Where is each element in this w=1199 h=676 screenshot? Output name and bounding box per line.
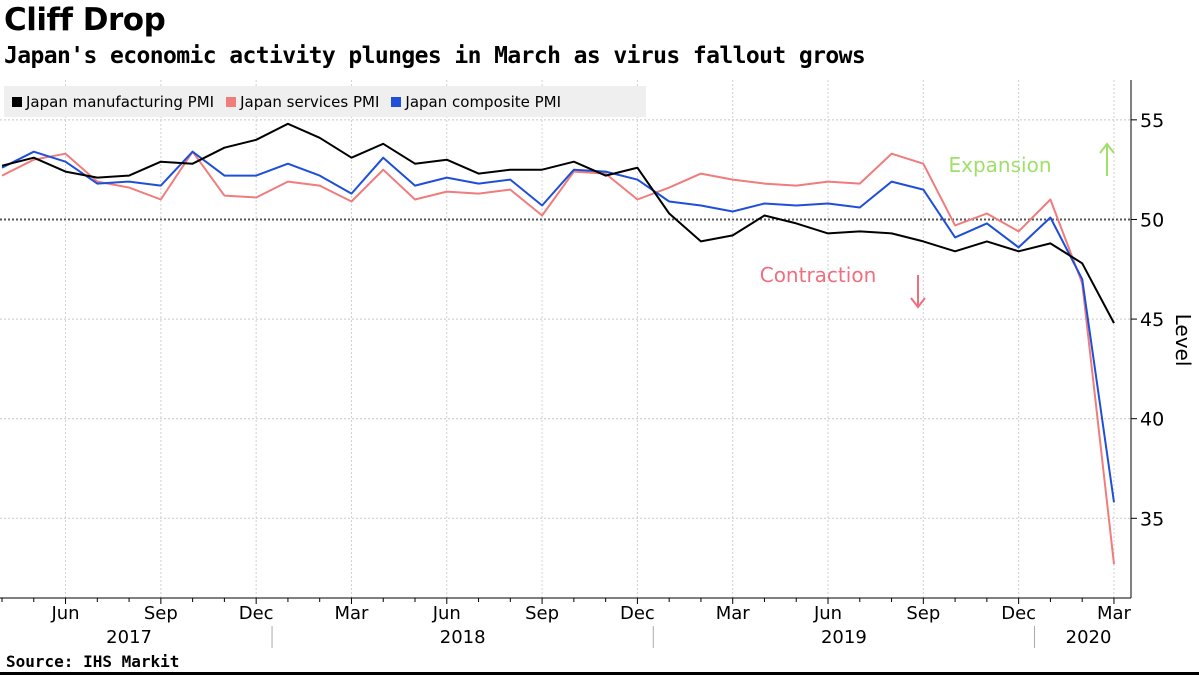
- series-line-manufacturing: [1, 122, 1115, 324]
- arrow-up-head-icon: [1099, 142, 1115, 154]
- legend-item-composite: Japan composite PMI: [391, 93, 561, 111]
- chart-subtitle: Japan's economic activity plunges in Mar…: [4, 43, 866, 69]
- bottom-rule: [0, 672, 1199, 675]
- y-tick-label: 35: [1140, 508, 1164, 530]
- x-tick-label: Sep: [906, 603, 940, 624]
- year-label: 2020: [1066, 627, 1112, 648]
- axes: 35 40 45 50 55 Jun Sep Dec Mar Jun Sep Dec Mar Jun Sep…: [0, 80, 1195, 648]
- legend-label-services: Japan services PMI: [240, 92, 380, 111]
- x-tick-label: Mar: [716, 603, 751, 624]
- x-tick-label: Dec: [620, 603, 655, 624]
- y-axis-title: Level: [1171, 314, 1195, 367]
- annotation-contraction: Contraction: [760, 263, 877, 287]
- chart-title: Cliff Drop: [4, 2, 166, 38]
- year-label: 2018: [440, 627, 486, 648]
- legend-label-manufacturing: Japan manufacturing PMI: [26, 92, 215, 111]
- grid-lines: [0, 80, 1131, 598]
- legend-item-manufacturing: Japan manufacturing PMI: [12, 93, 214, 111]
- arrow-down-head-icon: [910, 297, 926, 309]
- annotation-expansion: Expansion: [949, 153, 1052, 177]
- x-tick-label: Dec: [1001, 603, 1036, 624]
- x-tick-label: Jun: [50, 603, 79, 624]
- x-tick-label: Sep: [525, 603, 559, 624]
- x-tick-label: Mar: [1097, 603, 1132, 624]
- legend: Japan manufacturing PMI Japan services P…: [4, 86, 646, 117]
- x-tick-label: Sep: [144, 603, 178, 624]
- series-line-services: [1, 150, 1115, 565]
- legend-label-composite: Japan composite PMI: [405, 92, 562, 111]
- x-tick-label: Jun: [813, 603, 842, 624]
- year-label: 2017: [106, 627, 152, 648]
- legend-swatch-manufacturing: [12, 96, 22, 107]
- x-tick-label: Dec: [239, 603, 274, 624]
- series-line-composite: [1, 150, 1115, 503]
- y-tick-label: 40: [1140, 409, 1164, 431]
- legend-swatch-composite: [391, 96, 402, 107]
- annotation-layer: Expansion Contraction: [760, 142, 1115, 309]
- y-tick-label: 55: [1140, 110, 1164, 132]
- x-tick-label: Jun: [432, 603, 461, 624]
- x-tick-label: Mar: [334, 603, 369, 624]
- year-label: 2019: [821, 627, 867, 648]
- source-note: Source: IHS Markit: [6, 652, 180, 671]
- series-layer: [1, 122, 1115, 565]
- y-tick-label: 50: [1140, 209, 1164, 231]
- y-tick-label: 45: [1140, 309, 1164, 331]
- legend-item-services: Japan services PMI: [226, 93, 379, 111]
- legend-swatch-services: [226, 96, 237, 107]
